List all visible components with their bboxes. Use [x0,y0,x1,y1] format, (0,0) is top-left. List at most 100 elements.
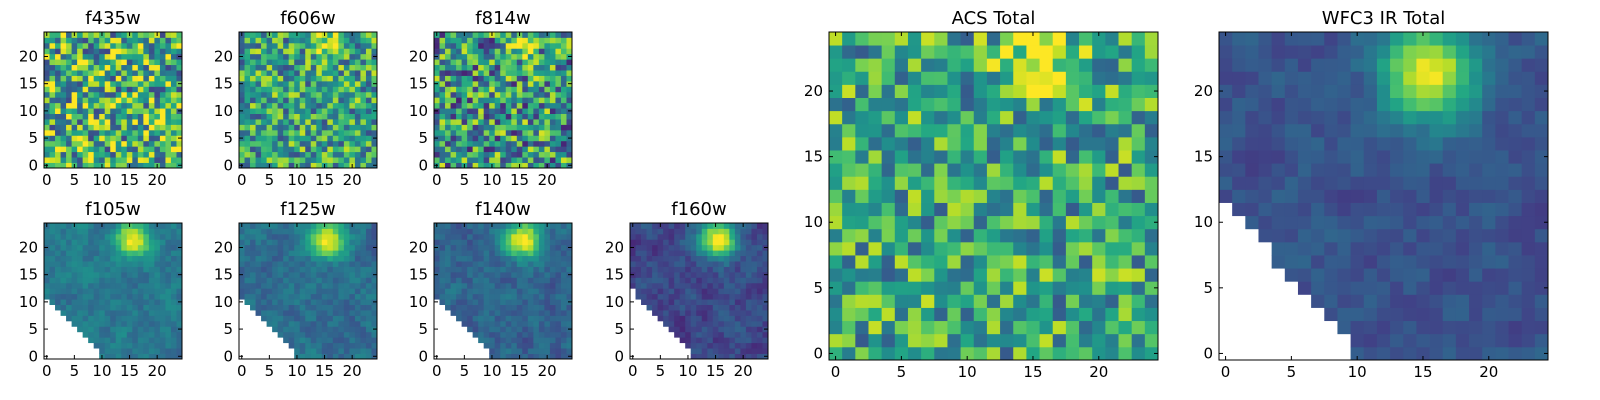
heatmap-cell [516,288,523,295]
heatmap-cell [365,342,372,349]
heatmap-cell [115,310,122,316]
heatmap-cell [734,228,741,235]
heatmap-cell [511,244,518,251]
heatmap-cell [439,277,446,284]
heatmap-cell [255,70,262,76]
heatmap-cell [71,261,78,267]
heatmap-cell [1144,294,1159,308]
heatmap-cell [121,310,128,316]
x-tick-label: 10 [287,171,306,189]
heatmap-cell [88,97,95,104]
heatmap-cell [250,282,256,289]
heatmap-cell [740,261,747,267]
heatmap-cell [560,304,567,311]
heatmap-cell [77,119,84,125]
heatmap-cell [327,310,334,316]
heatmap-cell [327,86,334,93]
heatmap-cell [44,255,50,262]
heatmap-cell [176,228,183,235]
heatmap-cell [734,353,741,360]
heatmap-cell [1013,97,1027,112]
heatmap-cell [894,307,909,322]
heatmap-cell [1039,97,1054,112]
heatmap-cell [701,331,708,338]
heatmap-cell [934,71,948,85]
heatmap-cell [439,266,446,273]
heatmap-cell [272,266,279,273]
heatmap-cell [143,310,150,316]
heatmap-cell [272,53,279,60]
heatmap-cell [445,48,451,55]
heatmap-cell [343,342,350,349]
heatmap-cell [960,84,975,98]
heatmap-cell [349,86,356,93]
heatmap-cell [60,108,67,114]
heatmap-cell [154,108,161,114]
heatmap-cell [126,288,133,295]
heatmap-cell [657,261,664,267]
heatmap-cell [894,123,909,138]
heatmap-cell [365,348,372,354]
heatmap-cell [516,151,523,158]
heatmap-cell [986,346,1001,361]
heatmap-cell [679,271,686,278]
heatmap-cell [299,64,306,71]
heatmap-cell [696,261,703,267]
heatmap-cell [261,266,267,273]
heatmap-cell [170,64,177,71]
heatmap-cell [266,64,273,71]
heatmap-cell [456,75,462,82]
heatmap-cell [60,293,67,300]
heatmap-cell [1065,241,1080,256]
heatmap-cell [316,108,323,114]
heatmap-cell [288,32,295,38]
heatmap-cell [635,223,642,229]
heatmap-cell [93,337,100,344]
heatmap-cell [132,151,139,158]
heatmap-cell [842,176,856,190]
heatmap-cell [489,348,496,354]
heatmap-cell [1039,333,1054,348]
heatmap-cell [467,59,474,66]
heatmap-cell [560,64,567,71]
y-tick-label: 15 [804,148,823,166]
heatmap-cell [316,228,323,235]
heatmap-cell [71,315,78,322]
heatmap-cell [511,32,518,38]
heatmap-cell [349,255,356,262]
heatmap-cell [690,233,697,240]
heatmap-cell [55,129,61,136]
heatmap-cell [360,250,367,257]
heatmap-cell [159,32,166,38]
heatmap-cell [696,320,703,327]
heatmap-cell [305,75,312,82]
heatmap-cell [126,42,133,49]
heatmap-cell [349,37,356,44]
heatmap-cell [365,271,372,278]
y-tick-label: 20 [409,47,428,65]
heatmap-cell [1013,110,1027,125]
heatmap-cell [165,86,172,93]
heatmap-cell [159,59,166,66]
heatmap-cell [701,353,708,360]
heatmap-cell [104,288,111,295]
heatmap-cell [1118,150,1133,164]
heatmap-cell [533,337,540,344]
heatmap-cell [365,299,372,305]
heatmap-cell [674,266,681,273]
heatmap-cell [126,70,133,76]
heatmap-cell [478,304,485,311]
heatmap-cell [343,353,350,360]
heatmap-cell [261,146,267,153]
heatmap-cell [566,59,573,66]
heatmap-cell [132,299,139,305]
heatmap-cell [299,119,306,125]
heatmap-cell [511,299,518,305]
heatmap-cell [1105,45,1119,59]
heatmap-cell [679,331,686,338]
heatmap-cell [668,304,675,311]
heatmap-cell [439,59,446,66]
heatmap-cell [934,346,948,361]
heatmap-cell [745,342,752,349]
heatmap-cell [244,113,251,120]
